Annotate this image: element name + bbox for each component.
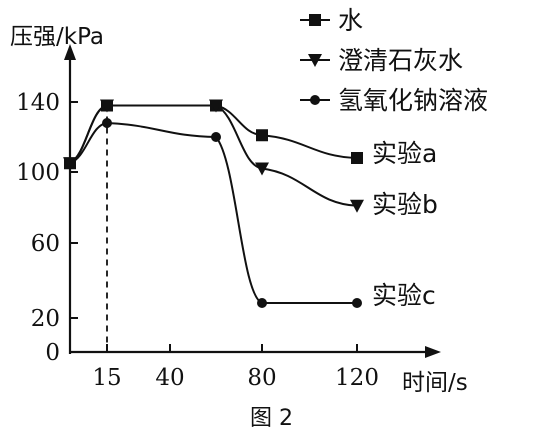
legend-label: 澄清石灰水	[338, 46, 463, 75]
end-labels: 实验a 实验b 实验c	[372, 139, 438, 310]
data-point-circle	[102, 118, 112, 128]
y-tick-label: 100	[16, 160, 60, 186]
data-point-triangle	[100, 99, 114, 113]
x-tick-label: 80	[247, 365, 276, 391]
data-point-triangle	[255, 162, 269, 176]
end-label-1: 实验a	[372, 139, 437, 168]
data-point-triangle	[308, 54, 322, 67]
data-point-square	[309, 14, 321, 26]
x-tick-label: 120	[335, 365, 379, 391]
data-point-triangle	[209, 99, 223, 113]
y-tick-label: 0	[45, 340, 60, 366]
data-point-triangle	[350, 199, 364, 213]
x-axis-title: 时间/s	[402, 370, 468, 396]
y-tick-label: 60	[31, 231, 60, 257]
data-point-circle	[310, 95, 320, 105]
series-line-2	[69, 104, 358, 207]
data-point-circle	[211, 132, 221, 142]
legend-label: 水	[338, 6, 363, 35]
series-group	[63, 99, 364, 308]
x-tick-label: 40	[155, 365, 184, 391]
end-label-2: 实验b	[372, 190, 438, 219]
data-point-square	[256, 129, 268, 142]
data-point-circle	[257, 298, 267, 308]
y-tick-label: 20	[31, 306, 60, 332]
series-line-3	[69, 121, 357, 305]
axis-ticks: 0 20 60 100 140 15 40 80 120	[16, 90, 379, 391]
figure-caption: 图 2	[250, 406, 293, 431]
data-point-circle	[352, 298, 362, 308]
y-axis-arrow	[64, 44, 76, 60]
x-axis-arrow	[425, 346, 441, 358]
data-point-square	[351, 152, 363, 164]
legend-label: 氢氧化钠溶液	[338, 86, 488, 115]
data-point-circle	[65, 158, 75, 169]
x-tick-label: 15	[92, 365, 121, 391]
y-axis-title: 压强/kPa	[10, 24, 104, 50]
y-tick-label: 140	[16, 90, 60, 116]
end-label-3: 实验c	[372, 281, 436, 310]
